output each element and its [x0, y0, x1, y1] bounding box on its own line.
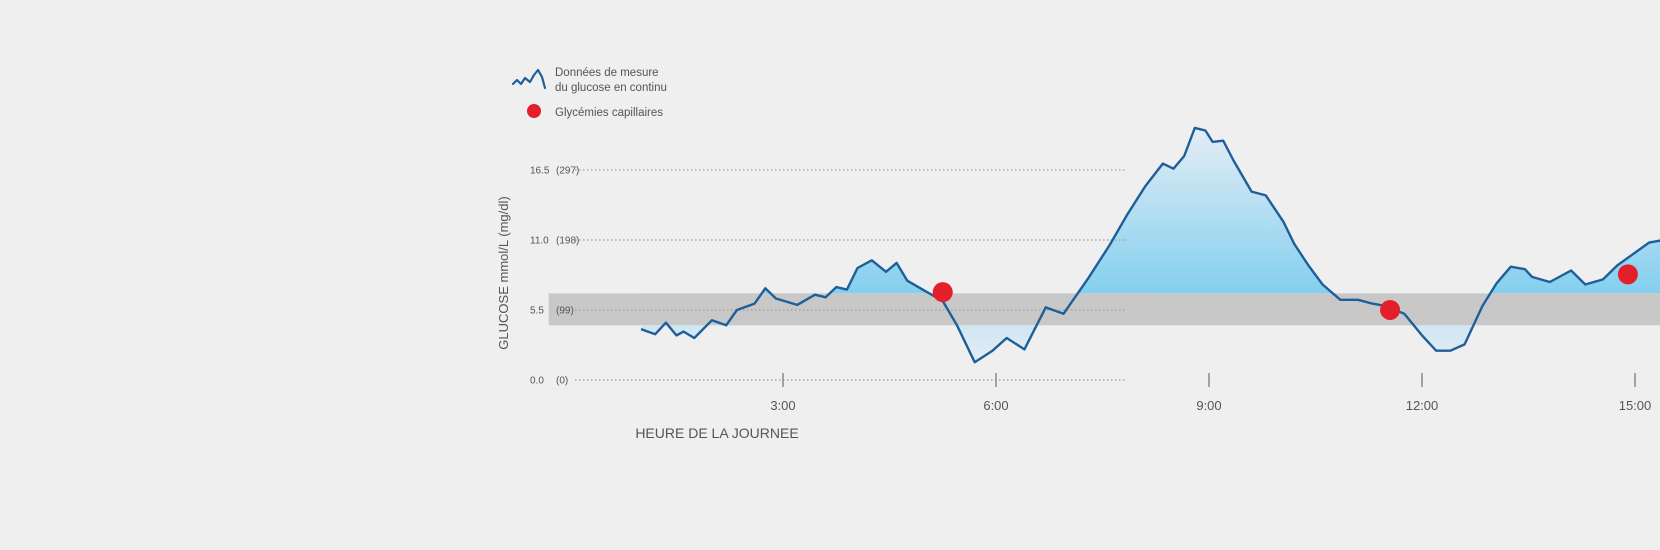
area-below-range [641, 325, 1660, 363]
x-tick-label: 12:00 [1406, 398, 1439, 413]
red-dot-icon [527, 104, 541, 118]
x-tick-label: 6:00 [983, 398, 1008, 413]
legend: Données de mesure du glucose en continu … [511, 67, 667, 119]
y-tick-labels: 0.0 (0) 5.5 (99) 11.0 (198) 16.5 (297) [530, 165, 579, 386]
y-tick-mgdl-label: (198) [556, 235, 579, 246]
y-tick-mgdl-label: (0) [556, 376, 568, 387]
area-above-range [641, 127, 1660, 294]
y-tick-mgdl-label: (297) [556, 165, 579, 176]
x-axis-title: HEURE DE LA JOURNEE [635, 425, 798, 441]
legend-label-cgm-line2: du glucose en continu [555, 82, 667, 94]
x-tick-label: 9:00 [1196, 398, 1221, 413]
capillary-point [932, 282, 953, 303]
x-tick-label: 3:00 [770, 398, 795, 413]
area-fills [641, 127, 1660, 363]
grid-lines [575, 169, 1125, 381]
y-tick-label: 0.0 [530, 376, 544, 387]
y-tick-label: 16.5 [530, 165, 550, 176]
x-tick-label: 15:00 [1619, 398, 1652, 413]
capillary-point [1617, 264, 1638, 285]
legend-label-cgm-line1: Données de mesure [555, 67, 659, 79]
y-axis-title: GLUCOSE mmol/L (mg/dl) [496, 196, 511, 349]
capillary-points [932, 264, 1638, 320]
legend-line-icon [511, 68, 547, 90]
y-tick-label: 11.0 [530, 235, 549, 246]
legend-label-capillary: Glycémies capillaires [555, 107, 663, 119]
cgm-series-line [640, 126, 1660, 364]
capillary-point [1380, 299, 1401, 320]
y-tick-label: 5.5 [530, 305, 544, 316]
y-tick-mgdl-label: (99) [556, 305, 574, 316]
